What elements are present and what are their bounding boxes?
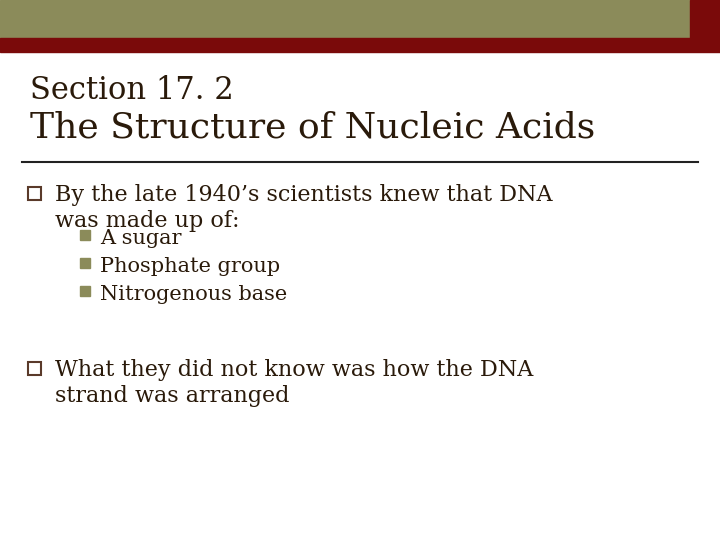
Bar bbox=[690, 0, 720, 38]
Bar bbox=[80, 230, 90, 240]
Text: Phosphate group: Phosphate group bbox=[100, 257, 280, 276]
Bar bbox=[28, 187, 41, 200]
Text: strand was arranged: strand was arranged bbox=[55, 385, 289, 407]
Text: What they did not know was how the DNA: What they did not know was how the DNA bbox=[55, 359, 534, 381]
Text: By the late 1940’s scientists knew that DNA: By the late 1940’s scientists knew that … bbox=[55, 184, 552, 206]
Text: Section 17. 2: Section 17. 2 bbox=[30, 75, 234, 106]
Bar bbox=[0, 38, 720, 52]
Text: A sugar: A sugar bbox=[100, 229, 181, 248]
Bar bbox=[0, 0, 690, 38]
Text: Nitrogenous base: Nitrogenous base bbox=[100, 285, 287, 304]
Text: The Structure of Nucleic Acids: The Structure of Nucleic Acids bbox=[30, 110, 595, 144]
Bar bbox=[28, 362, 41, 375]
Bar bbox=[80, 286, 90, 296]
Bar bbox=[80, 258, 90, 268]
Text: was made up of:: was made up of: bbox=[55, 210, 240, 232]
